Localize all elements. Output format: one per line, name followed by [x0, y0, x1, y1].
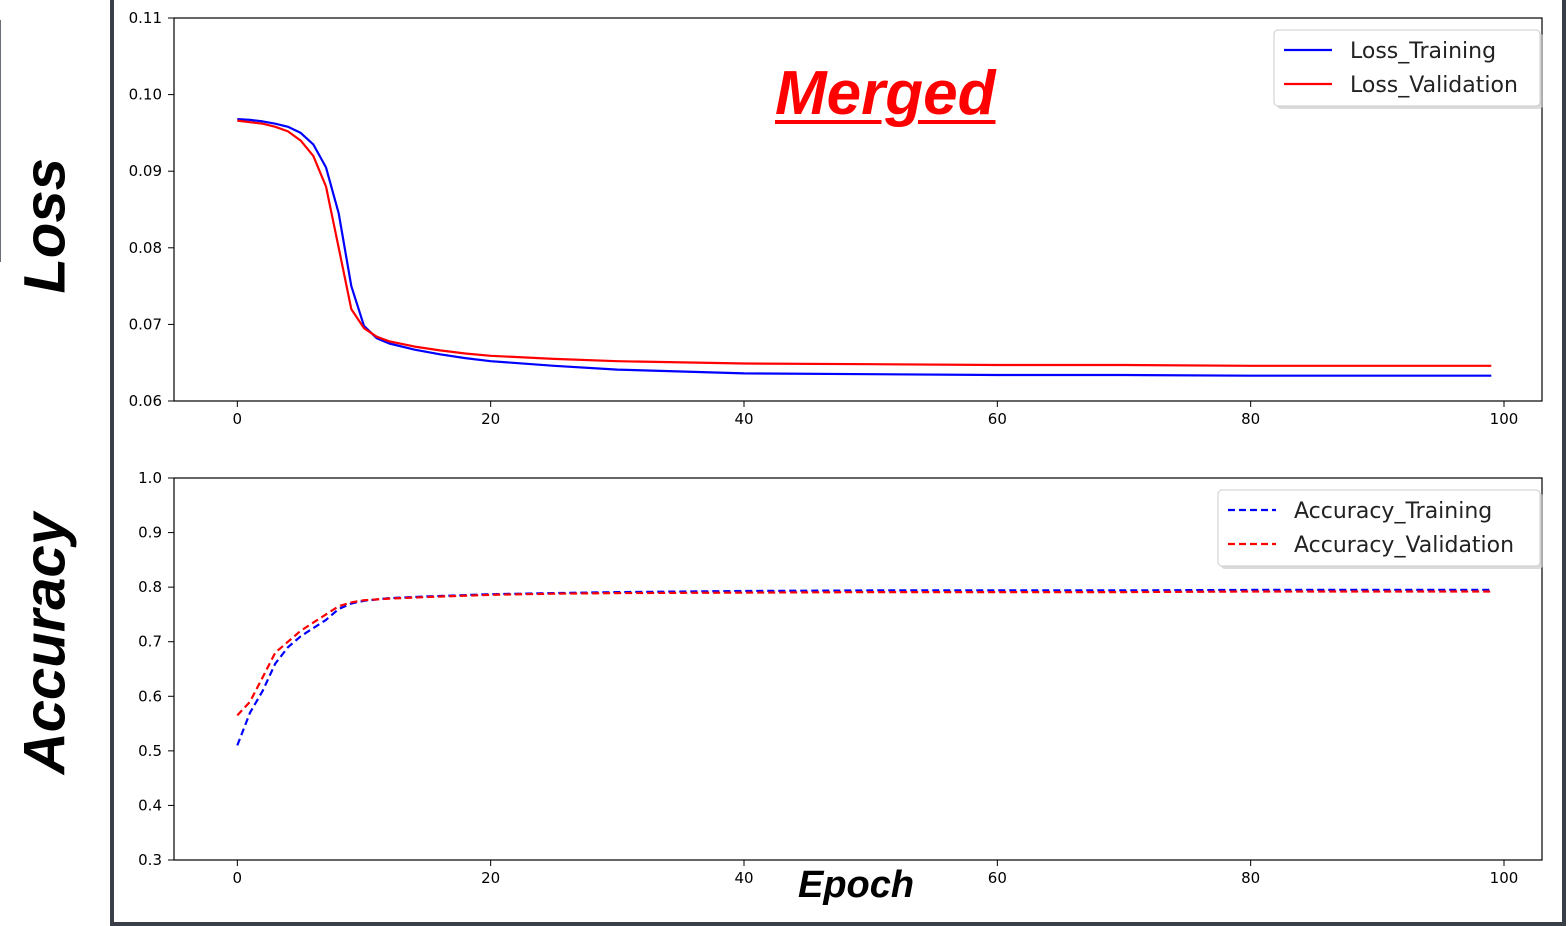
accuracy-plot-area — [173, 477, 1543, 861]
accuracy-x-tick-label: 100 — [1490, 869, 1519, 887]
accuracy-y-tick-label: 0.6 — [138, 687, 162, 705]
accuracy-y-tick-label: 0.5 — [138, 742, 162, 760]
loss-y-tick-label: 0.07 — [129, 315, 162, 333]
loss-y-tick-label: 0.11 — [129, 9, 162, 27]
loss-axes: 0 20 40 60 80 100 0.06 0.07 0.08 0.09 0.10 0.11 Loss… — [129, 9, 1543, 428]
loss-plot-area — [173, 17, 1543, 402]
epoch-axis-label: Epoch — [798, 864, 915, 906]
accuracy-y-tick-label: 1.0 — [138, 469, 162, 487]
merged-title: Merged — [775, 59, 996, 128]
loss-x-tick-label: 20 — [481, 410, 500, 428]
loss-x-tick-label: 0 — [233, 410, 243, 428]
accuracy-axes: 0 20 40 60 80 100 0.3 0.4 0.5 0.6 0.7 0.8 0.9 1.0 Accu… — [138, 469, 1543, 887]
accuracy-x-tick-label: 60 — [988, 869, 1007, 887]
loss-y-tick-label: 0.06 — [129, 392, 162, 410]
loss-series-line-1 — [237, 119, 1492, 367]
loss-x-tick-label: 60 — [988, 410, 1007, 428]
accuracy-y-tick-label: 0.8 — [138, 578, 162, 596]
accuracy-series-line-0 — [236, 588, 1492, 746]
accuracy-axis-label: Accuracy — [12, 512, 78, 775]
accuracy-legend — [1217, 489, 1541, 567]
loss-y-tick-label: 0.08 — [129, 239, 162, 257]
loss-y-tick-label: 0.09 — [129, 162, 162, 180]
accuracy-series-line-1 — [236, 590, 1492, 717]
accuracy-x-tick-label: 80 — [1241, 869, 1260, 887]
loss-y-tick-label: 0.10 — [129, 86, 162, 104]
loss-x-tick-label: 40 — [734, 410, 753, 428]
accuracy-x-tick-label: 20 — [481, 869, 500, 887]
accuracy-y-tick-label: 0.4 — [138, 796, 162, 814]
loss-series-line-0 — [237, 118, 1492, 377]
loss-legend-label-1: Loss_Validation — [1350, 73, 1518, 98]
accuracy-y-tick-label: 0.9 — [138, 524, 162, 542]
accuracy-x-tick-label: 0 — [233, 869, 243, 887]
accuracy-y-tick-label: 0.7 — [138, 633, 162, 651]
loss-x-tick-label: 100 — [1490, 410, 1519, 428]
accuracy-legend-label-0: Accuracy_Training — [1294, 499, 1492, 524]
accuracy-y-tick-label: 0.3 — [138, 851, 162, 869]
loss-legend — [1273, 29, 1541, 107]
loss-axis-label: Loss — [12, 158, 78, 294]
loss-x-tick-label: 80 — [1241, 410, 1260, 428]
accuracy-legend-label-1: Accuracy_Validation — [1294, 533, 1514, 558]
accuracy-x-tick-label: 40 — [734, 869, 753, 887]
loss-legend-label-0: Loss_Training — [1350, 39, 1496, 64]
